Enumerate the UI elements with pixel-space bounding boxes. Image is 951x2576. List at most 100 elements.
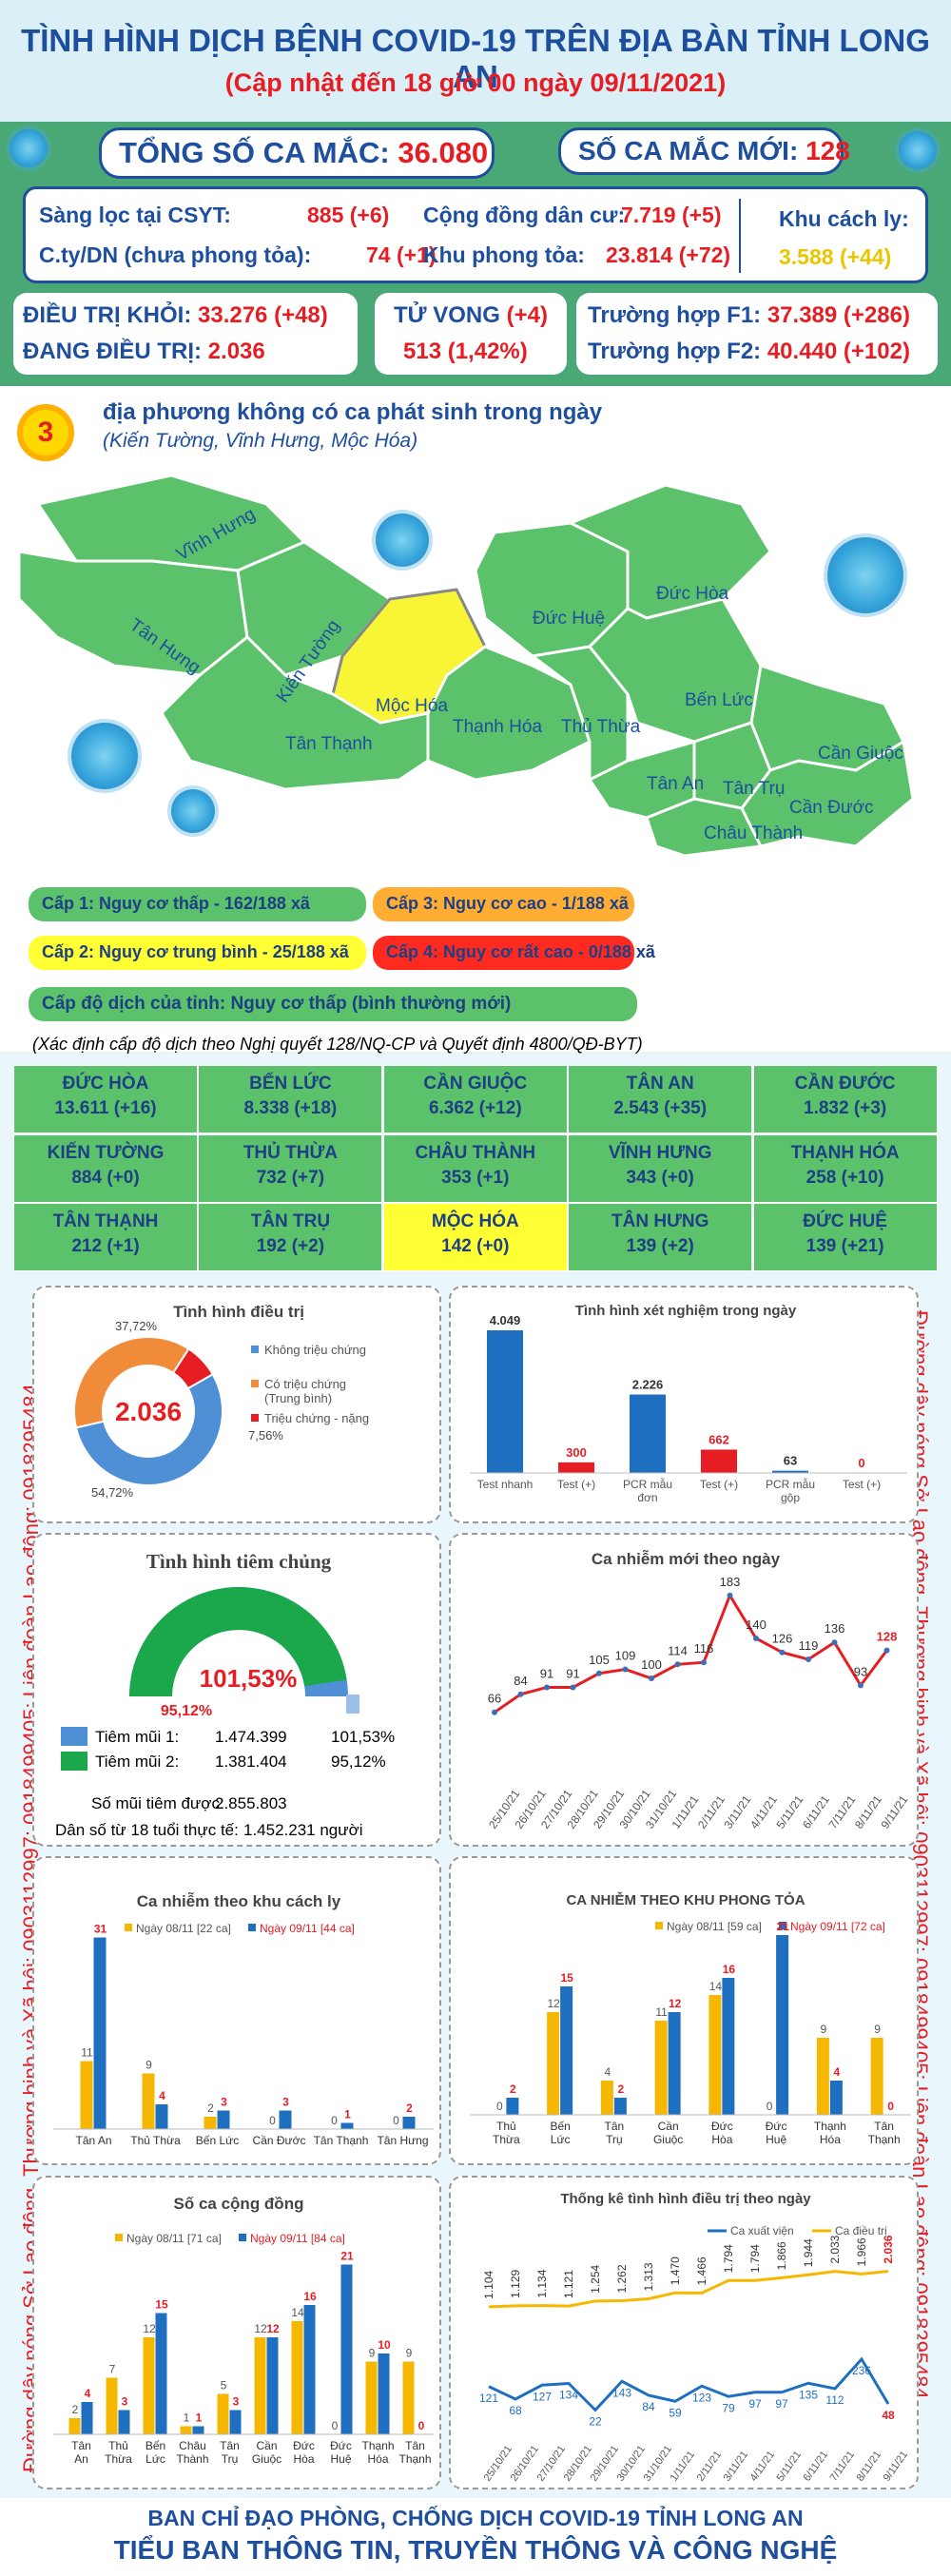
x-tick-label: Đức	[293, 2439, 315, 2452]
x-tick-label: Đức	[330, 2439, 352, 2452]
x-tick-label: Hóa	[820, 2133, 841, 2146]
x-tick-label: Thạnh	[398, 2452, 431, 2466]
legend-label: (Trung bình)	[264, 1391, 332, 1405]
district-value: 212 (+1)	[71, 1236, 140, 1257]
data-label: 1.104	[482, 2270, 495, 2298]
x-tick-label: 4/11/21	[748, 2449, 777, 2483]
district-value: 142 (+0)	[441, 1236, 510, 1257]
x-tick-label: Cần	[256, 2439, 277, 2452]
header: TÌNH HÌNH DỊCH BỆNH COVID-19 TRÊN ĐỊA BÀ…	[0, 0, 951, 122]
x-tick-label: Hòa	[711, 2133, 732, 2146]
x-tick-label: Bến Lức	[196, 2134, 239, 2147]
data-label: 112	[825, 2393, 844, 2407]
x-tick-label: Test (+)	[843, 1478, 881, 1491]
x-tick-label: 2/11/21	[695, 2449, 724, 2483]
x-tick-label: Đức	[711, 2120, 733, 2133]
x-tick-label: Bến	[550, 2120, 570, 2133]
x-tick-label: PCR mẫu	[623, 1477, 672, 1491]
data-point	[727, 1592, 733, 1598]
district-name: THỦ THỪA	[243, 1142, 338, 1163]
x-tick-label: Hòa	[293, 2452, 314, 2466]
bar	[560, 1986, 573, 2115]
bar	[558, 1462, 594, 1473]
legend-label: Triệu chứng - nặng	[264, 1411, 369, 1425]
bar-value-label: 9	[821, 2023, 827, 2036]
x-tick-label: PCR mẫu	[766, 1477, 815, 1491]
label-thu-thua: Thủ Thừa	[561, 717, 641, 737]
x-tick-label: Thạnh	[361, 2439, 394, 2452]
x-tick-label: Thừa	[493, 2133, 520, 2146]
virus-icon	[171, 789, 215, 833]
donut-center-label: 2.036	[115, 1397, 182, 1426]
no-case-list: (Kiến Tường, Vĩnh Hưng, Mộc Hóa)	[103, 430, 418, 452]
region-can-duoc	[740, 739, 915, 848]
x-tick-label: Tân	[405, 2439, 425, 2452]
data-label: 127	[533, 2390, 552, 2403]
bar-value-label: 0	[767, 2100, 773, 2113]
daily-cases-chart: 6625/10/218426/10/219127/10/219128/10/21…	[486, 1575, 911, 1831]
legend-swatch	[251, 1380, 259, 1387]
data-label: 123	[692, 2391, 711, 2404]
community-stat: Cộng đồng dân cư:	[423, 203, 626, 227]
bar-value-label: 9	[874, 2023, 881, 2036]
district-cell: CẦN ĐƯỚC 1.832 (+3)	[752, 1065, 938, 1133]
no-case-text: địa phương không có ca phát sinh trong n…	[103, 399, 603, 425]
district-value: 1.832 (+3)	[804, 1098, 887, 1118]
bar-value-label: 11	[81, 2046, 93, 2060]
district-name: KIẾN TƯỜNG	[47, 1142, 165, 1163]
donut-slice	[171, 1347, 215, 1390]
bar-value-label: 300	[566, 1445, 587, 1460]
isolation-stat: Khu cách ly:	[779, 206, 909, 231]
bar	[155, 2313, 167, 2434]
data-label: 143	[612, 2386, 631, 2399]
bar-value-label: 0	[269, 2114, 276, 2127]
district-value: 732 (+7)	[256, 1167, 325, 1188]
bar	[217, 2110, 230, 2129]
bar-value-label: 16	[723, 1963, 736, 1976]
district-cell: MỘC HÓA 142 (+0)	[382, 1203, 568, 1272]
level-3: Cấp 3: Nguy cơ cao - 1/188 xã	[373, 887, 634, 921]
data-label: 128	[877, 1630, 898, 1644]
data-label: 134	[559, 2389, 578, 2402]
total-doses-label: Số mũi tiêm được:	[91, 1794, 224, 1812]
bar	[204, 2117, 217, 2129]
bar-value-label: 0	[496, 2100, 503, 2113]
vaccination-panel: Tình hình tiêm chủng 101,53% 95,12% Tiêm m…	[32, 1533, 441, 1847]
legend-label: Ngày 08/11 [71 ca]	[126, 2232, 222, 2245]
bar	[668, 2012, 681, 2115]
x-tick-label: Tân	[220, 2439, 240, 2452]
lockdown-stat: Khu phong tỏa:	[423, 242, 585, 267]
district-name: ĐỨC HUỆ	[803, 1211, 887, 1232]
bar	[142, 2073, 155, 2129]
data-point	[674, 1661, 681, 1668]
x-tick-label: Thủ	[496, 2120, 516, 2133]
x-tick-label: Đức	[766, 2120, 787, 2133]
x-tick-label: Giuộc	[653, 2133, 683, 2146]
legend-swatch	[125, 1924, 132, 1931]
x-tick-label: 3/11/21	[722, 2449, 750, 2483]
bar-value-label: 0	[858, 1456, 864, 1470]
data-point	[596, 1670, 602, 1676]
recovered-box: ĐIỀU TRỊ KHỎI: 33.276 (+48) ĐANG ĐIỀU TR…	[13, 293, 358, 375]
virus-icon	[899, 131, 937, 169]
testing-panel: Tình hình xét nghiệm trong ngày 4.049 Tes…	[449, 1286, 919, 1523]
virus-icon	[376, 513, 429, 567]
bar-value-label: 0	[418, 2419, 425, 2432]
legend-label: Ca điều trị	[835, 2224, 887, 2237]
region-vinh-hung	[35, 474, 307, 572]
data-point	[517, 1691, 524, 1697]
total-cases: TỔNG SỐ CA MẮC: 36.080	[99, 127, 495, 179]
bar	[506, 2098, 519, 2115]
legend-label: Ngày 09/11 [44 ca]	[260, 1922, 355, 1935]
x-tick-label: Test nhanh	[477, 1478, 534, 1491]
legend-swatch	[251, 1346, 259, 1353]
bar-value-label: 2	[406, 2101, 413, 2115]
bar	[701, 1449, 737, 1473]
bar-value-label: 14	[709, 1980, 723, 1993]
gauge-center-label: 101,53%	[200, 1664, 298, 1693]
bar-value-label: 0	[887, 2100, 894, 2113]
data-label: 1.262	[615, 2264, 629, 2293]
label-can-giuoc: Cần Giuộc	[818, 744, 903, 764]
gauge-dose2	[129, 1587, 347, 1696]
district-cell: BẾN LỨC 8.338 (+18)	[198, 1065, 383, 1133]
